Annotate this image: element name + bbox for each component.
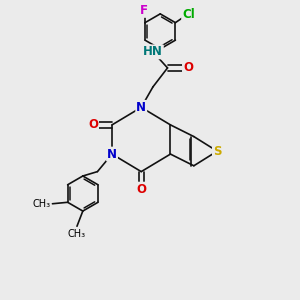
Text: O: O bbox=[136, 183, 146, 196]
Text: S: S bbox=[213, 145, 221, 158]
Text: N: N bbox=[107, 148, 117, 160]
Text: F: F bbox=[140, 4, 148, 17]
Text: HN: HN bbox=[143, 45, 163, 58]
Text: O: O bbox=[183, 61, 193, 74]
Text: N: N bbox=[136, 101, 146, 114]
Text: CH₃: CH₃ bbox=[33, 199, 51, 209]
Text: CH₃: CH₃ bbox=[68, 229, 86, 239]
Text: Cl: Cl bbox=[182, 8, 195, 21]
Text: O: O bbox=[88, 118, 98, 131]
